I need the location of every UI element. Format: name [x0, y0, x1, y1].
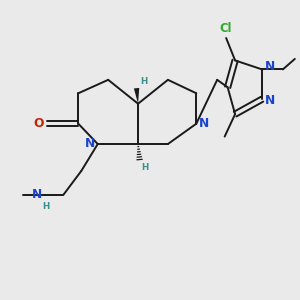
- Text: N: N: [85, 137, 95, 150]
- Text: O: O: [33, 117, 44, 130]
- Text: H: H: [142, 163, 149, 172]
- Text: H: H: [140, 77, 148, 86]
- Text: N: N: [265, 61, 275, 74]
- Text: N: N: [199, 117, 209, 130]
- Text: Cl: Cl: [219, 22, 232, 35]
- Polygon shape: [134, 88, 139, 104]
- Text: N: N: [32, 188, 43, 201]
- Text: N: N: [265, 94, 275, 107]
- Text: H: H: [43, 202, 50, 211]
